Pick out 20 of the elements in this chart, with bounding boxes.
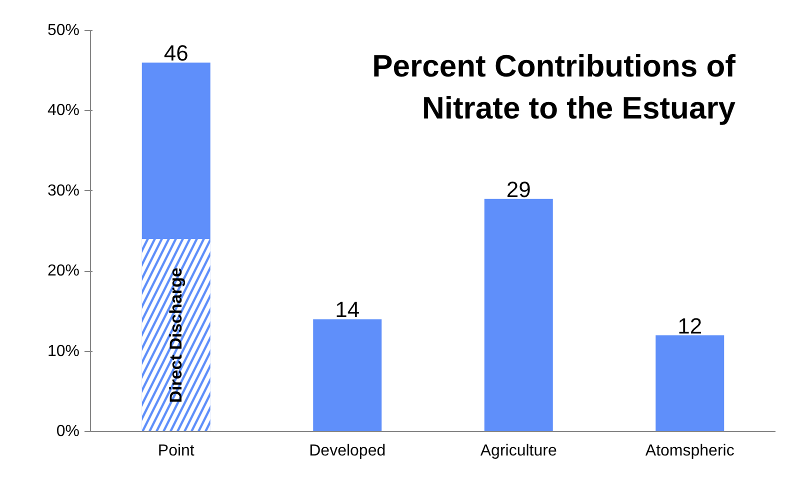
total-label: 12: [678, 313, 702, 338]
series-label: Direct Discharge: [166, 268, 186, 403]
total-label: 14: [335, 297, 360, 322]
y-tick-label: 30%: [47, 182, 80, 200]
y-tick-label: 40%: [47, 102, 80, 120]
bar: [484, 198, 553, 432]
text: Percent Contributions of Nitrate to the Estuary: [372, 48, 736, 126]
y-tick-label: 20%: [47, 262, 80, 280]
total-label: 29: [506, 176, 531, 202]
y-tick-label: 0%: [56, 423, 80, 440]
x-tick-label: Developed: [309, 442, 386, 460]
x-tick-label: Atomspheric: [645, 442, 734, 460]
bar: [656, 335, 724, 432]
bar: [142, 62, 210, 240]
y-tick-label: 10%: [47, 342, 80, 360]
bar: [313, 319, 382, 432]
x-tick-label: Point: [158, 442, 195, 460]
y-tick-label: 50%: [47, 22, 80, 39]
x-tick-label: Agriculture: [480, 442, 557, 460]
total-label: 46: [164, 40, 188, 66]
